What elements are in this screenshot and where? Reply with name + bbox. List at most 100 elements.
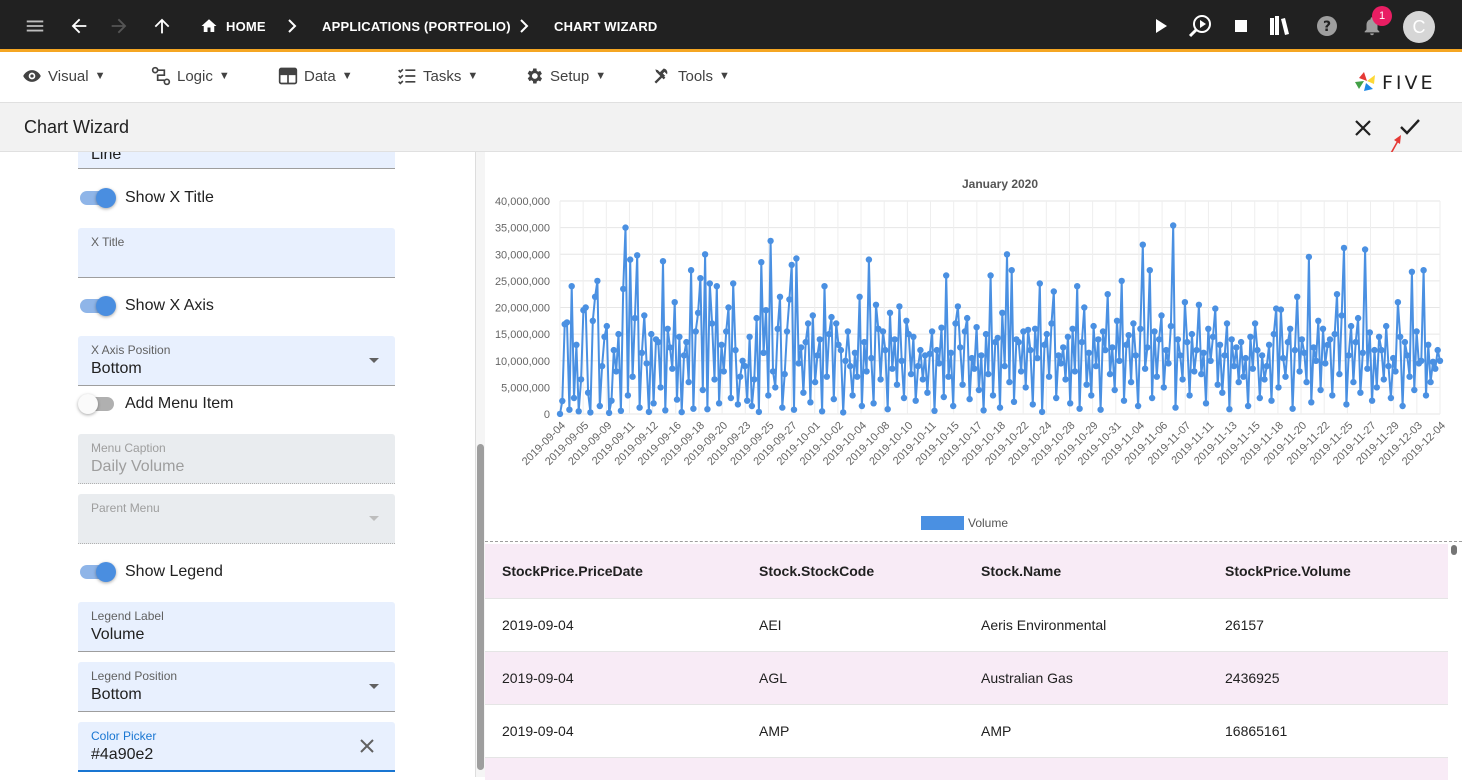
data-point bbox=[664, 325, 671, 332]
data-point bbox=[851, 349, 859, 356]
data-point bbox=[961, 328, 969, 335]
data-point bbox=[947, 349, 955, 356]
close-icon[interactable] bbox=[1352, 117, 1374, 144]
data-point bbox=[886, 309, 894, 316]
data-point bbox=[1076, 405, 1083, 412]
data-point bbox=[1261, 376, 1268, 383]
breadcrumb-chart-wizard[interactable]: CHART WIZARD bbox=[554, 0, 658, 52]
scrollbar-thumb[interactable] bbox=[1451, 545, 1457, 555]
data-point bbox=[1216, 341, 1224, 348]
table-row[interactable] bbox=[485, 758, 1448, 780]
wizard-header: Chart Wizard bbox=[0, 102, 1462, 165]
stop-icon[interactable] bbox=[1234, 0, 1248, 52]
x-axis-position-select[interactable]: X Axis Position Bottom bbox=[78, 336, 395, 386]
data-point bbox=[1081, 304, 1088, 311]
menu-data[interactable]: Data ▼ bbox=[278, 61, 353, 91]
field-value: Volume bbox=[91, 626, 145, 643]
up-arrow-icon[interactable] bbox=[151, 0, 173, 52]
data-point bbox=[1420, 267, 1427, 274]
save-check-icon[interactable] bbox=[1398, 115, 1422, 144]
library-books-icon[interactable] bbox=[1268, 0, 1292, 52]
data-point bbox=[627, 256, 634, 263]
menu-tools[interactable]: Tools ▼ bbox=[652, 61, 730, 91]
data-point bbox=[830, 395, 837, 403]
show-x-axis-toggle[interactable] bbox=[78, 295, 118, 317]
data-point bbox=[613, 368, 620, 375]
data-point bbox=[893, 381, 901, 388]
data-point bbox=[896, 303, 903, 310]
data-point bbox=[861, 338, 868, 346]
back-arrow-icon[interactable] bbox=[68, 0, 90, 52]
menu-logic[interactable]: Logic ▼ bbox=[151, 61, 230, 91]
legend-position-select[interactable]: Legend Position Bottom bbox=[78, 662, 395, 712]
data-point bbox=[1268, 397, 1275, 404]
data-point bbox=[788, 261, 795, 269]
table-cell: 2019-09-04 bbox=[502, 723, 574, 739]
data-point bbox=[765, 392, 772, 399]
table-row[interactable]: 2019-09-04 AEI Aeris Environmental 26157 bbox=[485, 599, 1448, 652]
menu-caption-input[interactable]: Menu Caption Daily Volume bbox=[78, 434, 395, 484]
table-scrollbar[interactable] bbox=[1449, 543, 1459, 777]
table-row[interactable]: 2019-09-04 AMP AMP 16865161 bbox=[485, 705, 1448, 758]
forward-arrow-icon[interactable] bbox=[108, 0, 130, 52]
data-point bbox=[1366, 329, 1373, 336]
data-point bbox=[692, 328, 699, 335]
data-point bbox=[1350, 378, 1357, 386]
hamburger-menu-icon[interactable] bbox=[24, 0, 46, 52]
column-header[interactable]: StockPrice.PriceDate bbox=[502, 563, 643, 579]
scrollbar-thumb[interactable] bbox=[477, 444, 484, 770]
breadcrumb-home[interactable]: HOME bbox=[200, 0, 266, 52]
x-title-input[interactable]: X Title bbox=[78, 228, 395, 278]
clear-icon[interactable] bbox=[359, 738, 375, 759]
data-point bbox=[1294, 293, 1301, 300]
show-legend-toggle[interactable] bbox=[78, 561, 118, 583]
data-point bbox=[982, 330, 990, 338]
data-point bbox=[1207, 357, 1214, 364]
data-point bbox=[1036, 280, 1043, 287]
data-point bbox=[648, 330, 655, 338]
table-row[interactable]: 2019-09-04 AGL Australian Gas 2436925 bbox=[485, 652, 1448, 705]
data-point bbox=[1055, 352, 1062, 359]
color-picker-input[interactable]: Color Picker #4a90e2 bbox=[78, 722, 395, 772]
legend-label-input[interactable]: Legend Label Volume bbox=[78, 602, 395, 652]
data-point bbox=[1106, 370, 1114, 378]
data-point bbox=[1275, 384, 1282, 391]
menu-label: Data bbox=[304, 67, 336, 85]
breadcrumb-applications[interactable]: APPLICATIONS (PORTFOLIO) bbox=[322, 0, 511, 52]
data-point bbox=[1383, 322, 1390, 330]
run-search-icon[interactable] bbox=[1188, 0, 1214, 52]
field-value: Bottom bbox=[91, 360, 142, 377]
data-point bbox=[1312, 357, 1320, 364]
caret-down-icon: ▼ bbox=[218, 70, 230, 82]
column-header[interactable]: Stock.Name bbox=[981, 563, 1062, 579]
data-point bbox=[1146, 267, 1153, 274]
column-header[interactable]: StockPrice.Volume bbox=[1225, 563, 1351, 579]
data-point bbox=[800, 389, 807, 396]
main-menubar: Visual ▼ Logic ▼ Data ▼ Tasks ▼ Setup ▼ Tools… bbox=[0, 55, 1462, 102]
play-icon[interactable] bbox=[1153, 0, 1169, 52]
data-point bbox=[854, 373, 861, 380]
data-point bbox=[1340, 244, 1348, 252]
help-icon[interactable]: ? bbox=[1316, 0, 1338, 52]
data-point bbox=[858, 402, 866, 410]
add-menu-item-toggle[interactable] bbox=[78, 393, 118, 415]
data-point bbox=[1289, 405, 1296, 412]
chart-type-field[interactable]: Line bbox=[78, 152, 395, 169]
show-x-title-toggle[interactable] bbox=[78, 187, 118, 209]
avatar[interactable]: C bbox=[1403, 11, 1435, 43]
menu-visual[interactable]: Visual ▼ bbox=[22, 61, 105, 91]
menu-setup[interactable]: Setup ▼ bbox=[524, 61, 606, 91]
menu-tasks[interactable]: Tasks ▼ bbox=[397, 61, 478, 91]
field-label: X Title bbox=[91, 235, 125, 249]
left-scrollbar[interactable] bbox=[476, 152, 485, 777]
data-point bbox=[1230, 362, 1238, 370]
data-point bbox=[596, 402, 603, 410]
data-point bbox=[1375, 333, 1383, 340]
svg-text:?: ? bbox=[1323, 19, 1331, 35]
field-label: Color Picker bbox=[91, 729, 157, 743]
column-header[interactable]: Stock.StockCode bbox=[759, 563, 875, 579]
parent-menu-select[interactable]: Parent Menu bbox=[78, 494, 395, 544]
logic-icon bbox=[151, 66, 171, 86]
table-cell: 2019-09-04 bbox=[502, 617, 574, 633]
data-point bbox=[758, 259, 765, 266]
